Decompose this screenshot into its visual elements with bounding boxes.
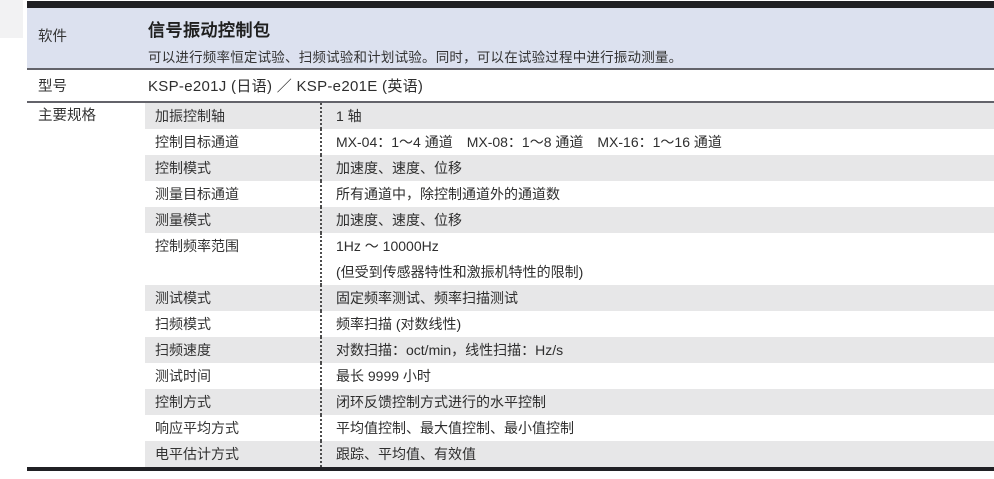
- spec-row: 响应平均方式 平均值控制、最大值控制、最小值控制: [145, 415, 994, 441]
- spec-row: 测量模式 加速度、速度、位移: [145, 207, 994, 233]
- spec-value-line: (但受到传感器特性和激振机特性的限制): [336, 264, 584, 280]
- spec-row-value: 加速度、速度、位移: [320, 207, 994, 233]
- spec-row-label: 加振控制轴: [155, 108, 225, 124]
- spec-row-label: 测量模式: [155, 212, 211, 228]
- model-value: KSP-e201J (日语) ／ KSP-e201E (英语): [148, 78, 424, 95]
- software-section: 软件 信号振动控制包 可以进行频率恒定试验、扫频试验和计划试验。同时，可以在试验…: [27, 8, 994, 70]
- software-title: 信号振动控制包: [148, 21, 271, 40]
- spec-row: 测试模式 固定频率测试、频率扫描测试: [145, 285, 994, 311]
- software-label: 软件: [38, 29, 67, 45]
- specs-section: 主要规格 加振控制轴 1 轴 控制目标通道 MX-04：1～4 通道 MX-08…: [27, 103, 994, 467]
- spec-row-label: 测试模式: [155, 290, 211, 306]
- spec-row: 控制目标通道 MX-04：1～4 通道 MX-08：1～8 通道 MX-16：1…: [145, 129, 994, 155]
- spec-row-value: 频率扫描 (对数线性): [320, 311, 994, 337]
- spec-table: 软件 信号振动控制包 可以进行频率恒定试验、扫频试验和计划试验。同时，可以在试验…: [27, 0, 994, 471]
- model-label: 型号: [38, 79, 67, 95]
- spec-row: 控制方式 闭环反馈控制方式进行的水平控制: [145, 389, 994, 415]
- spec-row-label: 测量目标通道: [155, 186, 239, 202]
- spec-row-label: 响应平均方式: [155, 420, 239, 436]
- software-content: 信号振动控制包 可以进行频率恒定试验、扫频试验和计划试验。同时，可以在试验过程中…: [145, 8, 994, 68]
- spec-row-value: 1Hz ～ 10000Hz (但受到传感器特性和激振机特性的限制): [320, 233, 994, 285]
- spec-row-value: 闭环反馈控制方式进行的水平控制: [320, 389, 994, 415]
- bottom-border-bar: [27, 467, 994, 471]
- spec-row-value: 跟踪、平均值、有效值: [320, 441, 994, 467]
- spec-value-line: 1Hz ～ 10000Hz: [336, 238, 439, 254]
- spec-row-label: 控制频率范围: [155, 238, 239, 254]
- spec-row-label: 控制模式: [155, 160, 211, 176]
- spec-row-value: 1 轴: [320, 103, 994, 129]
- spec-row-value: 加速度、速度、位移: [320, 155, 994, 181]
- spec-row: 测量目标通道 所有通道中，除控制通道外的通道数: [145, 181, 994, 207]
- spec-row-value: 平均值控制、最大值控制、最小值控制: [320, 415, 994, 441]
- spec-row-label: 扫频模式: [155, 316, 211, 332]
- spec-row-value: 所有通道中，除控制通道外的通道数: [320, 181, 994, 207]
- spec-row-label: 控制目标通道: [155, 134, 239, 150]
- spec-row: 电平估计方式 跟踪、平均值、有效值: [145, 441, 994, 467]
- specs-label: 主要规格: [38, 108, 96, 124]
- spec-row: 控制频率范围 1Hz ～ 10000Hz (但受到传感器特性和激振机特性的限制): [145, 233, 994, 285]
- spec-row-value: 最长 9999 小时: [320, 363, 994, 389]
- spec-row-label: 电平估计方式: [155, 446, 239, 462]
- spec-row: 加振控制轴 1 轴: [145, 103, 994, 129]
- spec-row-value: 对数扫描：oct/min，线性扫描：Hz/s: [320, 337, 994, 363]
- top-border-bar: [27, 1, 994, 8]
- spec-row-value: 固定频率测试、频率扫描测试: [320, 285, 994, 311]
- spec-row-value: MX-04：1～4 通道 MX-08：1～8 通道 MX-16：1～16 通道: [320, 129, 994, 155]
- software-description: 可以进行频率恒定试验、扫频试验和计划试验。同时，可以在试验过程中进行振动测量。: [148, 50, 683, 65]
- spec-row: 测试时间 最长 9999 小时: [145, 363, 994, 389]
- page-margin-artifact: [0, 0, 23, 38]
- spec-row-label: 测试时间: [155, 368, 211, 384]
- spec-row: 扫频模式 频率扫描 (对数线性): [145, 311, 994, 337]
- spec-row: 扫频速度 对数扫描：oct/min，线性扫描：Hz/s: [145, 337, 994, 363]
- model-section: 型号 KSP-e201J (日语) ／ KSP-e201E (英语): [27, 70, 994, 103]
- specs-rows: 加振控制轴 1 轴 控制目标通道 MX-04：1～4 通道 MX-08：1～8 …: [145, 103, 994, 467]
- spec-row-label: 控制方式: [155, 394, 211, 410]
- spec-row-label: 扫频速度: [155, 342, 211, 358]
- spec-row: 控制模式 加速度、速度、位移: [145, 155, 994, 181]
